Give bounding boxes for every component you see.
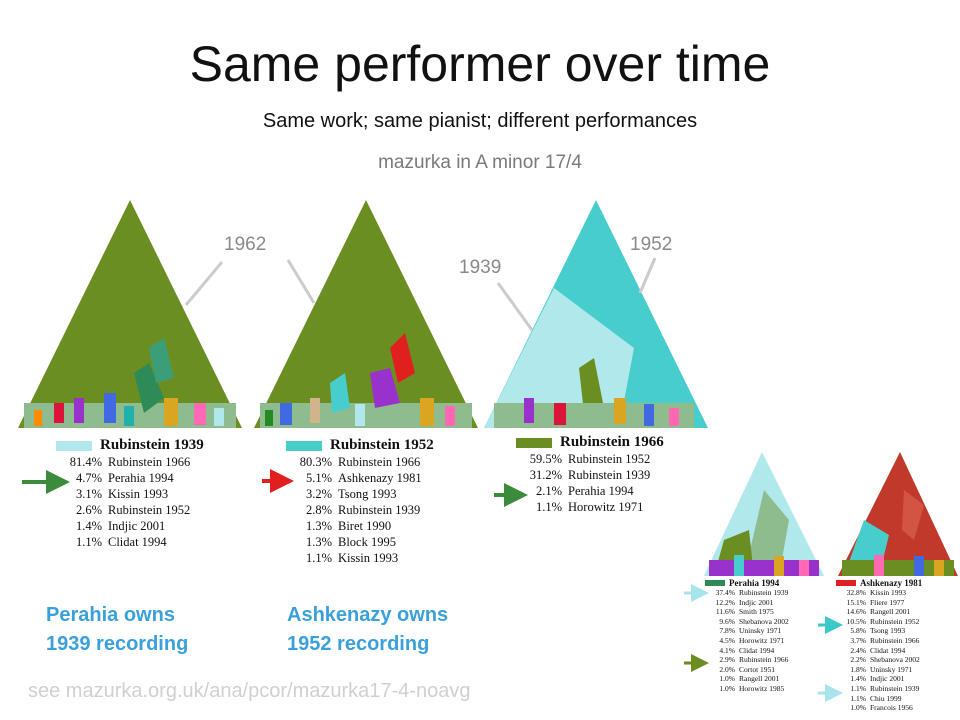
scape-plot-rubinstein-1939 — [18, 200, 242, 428]
scape-detail — [484, 288, 694, 428]
legend-row: 5.8% Tsong 1993 — [850, 626, 906, 636]
legend-row: 12.2% Indjic 2001 — [715, 597, 774, 607]
year-label-1962: 1962 — [224, 234, 267, 255]
legend-row: 1.0% Francois 1956 — [850, 703, 913, 713]
legend-heading: Perahia 1994 — [705, 578, 789, 588]
legend-row: 1.4% Indjic 2001 — [75, 519, 166, 533]
scape-detail — [709, 490, 819, 576]
callout-line: Perahia owns — [46, 604, 175, 626]
legend-row: 2.8% Rubinstein 1939 — [305, 503, 421, 517]
footer-link[interactable]: see mazurka.org.uk/ana/pcor/mazurka17-4-… — [28, 680, 471, 702]
legend-row: 1.3% Biret 1990 — [305, 519, 392, 533]
legend-row: 7.8% Uninsky 1971 — [719, 626, 782, 636]
legend-row: 2.9% Rubinstein 1966 — [719, 655, 789, 665]
legend-row: 3.2% Tsong 1993 — [305, 487, 397, 501]
legend-rubinstein-1952: Rubinstein 1952 80.3% Rubinstein 1966 5.1… — [286, 437, 434, 566]
legend-row: 2.6% Rubinstein 1952 — [75, 503, 191, 517]
legend-row: 2.0% Cortot 1951 — [719, 664, 776, 674]
legend-heading: Ashkenazy 1981 — [836, 578, 922, 588]
legend-row: 2.2% Shebanova 2002 — [850, 655, 920, 665]
legend-row: 1.1% Chiu 1999 — [850, 693, 902, 703]
year-label-1952: 1952 — [630, 234, 673, 255]
legend-heading: Rubinstein 1966 — [516, 434, 664, 451]
legend-rubinstein-1966: Rubinstein 1966 59.5% Rubinstein 1952 31.… — [516, 434, 664, 515]
legend-heading: Rubinstein 1952 — [286, 437, 434, 454]
legend-row: 1.1% Clidat 1994 — [75, 535, 167, 549]
work-label: mazurka in A minor 17/4 — [378, 152, 582, 173]
scape-plot-rubinstein-1966 — [484, 200, 708, 428]
callout-perahia: Perahia owns 1939 recording — [46, 601, 188, 659]
legend-row: 81.4% Rubinstein 1966 — [69, 455, 191, 469]
legend-row: 31.2% Rubinstein 1939 — [529, 468, 651, 482]
legend-title: Rubinstein 1939 — [100, 437, 204, 453]
legend-title: Rubinstein 1952 — [330, 437, 434, 453]
scape-detail — [842, 490, 954, 576]
scape-plot-ashkenazy-1981 — [838, 452, 958, 576]
legend-row: 1.4% Indjic 2001 — [850, 674, 905, 684]
callout-line: 1952 recording — [287, 633, 430, 655]
legend-row: 1.1% Kissin 1993 — [305, 551, 399, 565]
legend-swatch — [836, 580, 856, 586]
callout-line: Ashkenazy owns — [287, 604, 449, 626]
legend-row: 32.8% Kissin 1993 — [846, 588, 907, 597]
slide-subtitle: Same work; same pianist; different perfo… — [262, 110, 698, 132]
legend-row: 4.5% Horowitz 1971 — [719, 635, 785, 645]
scape-plot-rubinstein-1952 — [254, 200, 478, 428]
legend-row: 1.8% Uninsky 1971 — [850, 664, 913, 674]
legend-swatch — [705, 580, 725, 586]
legend-perahia-1994: Perahia 1994 37.4% Rubinstein 1939 12.2% I… — [705, 578, 789, 694]
scape-plot-perahia-1994 — [704, 452, 824, 576]
legend-row: 1.1% Rubinstein 1939 — [850, 683, 920, 693]
legend-row: 37.4% Rubinstein 1939 — [715, 588, 789, 597]
legend-row: 1.0% Rangell 2001 — [719, 674, 780, 684]
legend-row: 4.1% Clidat 1994 — [719, 645, 775, 655]
legend-row: 2.1% Perahia 1994 — [535, 484, 634, 498]
legend-row: 5.1% Ashkenazy 1981 — [305, 471, 422, 485]
legend-row: 59.5% Rubinstein 1952 — [529, 452, 651, 466]
legend-row: 10.5% Rubinstein 1952 — [846, 616, 920, 626]
callout-line: 1939 recording — [46, 633, 189, 655]
legend-row: 3.7% Rubinstein 1966 — [850, 635, 920, 645]
scape-detail — [260, 333, 472, 428]
year-label-1939: 1939 — [459, 257, 502, 278]
legend-heading: Rubinstein 1939 — [56, 437, 204, 454]
legend-title: Ashkenazy 1981 — [860, 578, 923, 588]
legend-row: 11.6% Smith 1975 — [715, 607, 774, 617]
legend-row: 3.1% Kissin 1993 — [75, 487, 169, 501]
scape-detail — [24, 338, 236, 428]
legend-row: 1.3% Block 1995 — [305, 535, 396, 549]
legend-swatch — [56, 440, 92, 451]
legend-row: 15.1% Fliere 1977 — [846, 597, 905, 607]
slide-title: Same performer over time — [189, 36, 771, 92]
legend-row: 4.7% Perahia 1994 — [75, 471, 174, 485]
legend-row: 1.1% Horowitz 1971 — [535, 500, 644, 514]
legend-row: 2.4% Clidat 1994 — [850, 645, 906, 655]
legend-row: 1.0% Horowitz 1985 — [719, 683, 785, 693]
legend-swatch — [516, 437, 552, 448]
legend-ashkenazy-1981: Ashkenazy 1981 32.8% Kissin 1993 15.1% Fli… — [836, 578, 922, 713]
legend-row: 14.6% Rangell 2001 — [846, 607, 911, 617]
legend-rubinstein-1939: Rubinstein 1939 81.4% Rubinstein 1966 4.7… — [56, 437, 204, 550]
legend-swatch — [286, 440, 322, 451]
legend-row: 80.3% Rubinstein 1966 — [299, 455, 421, 469]
callout-ashkenazy: Ashkenazy owns 1952 recording — [287, 601, 448, 659]
legend-title: Perahia 1994 — [729, 578, 780, 588]
legend-title: Rubinstein 1966 — [560, 434, 664, 450]
legend-row: 9.6% Shebanova 2002 — [719, 616, 789, 626]
